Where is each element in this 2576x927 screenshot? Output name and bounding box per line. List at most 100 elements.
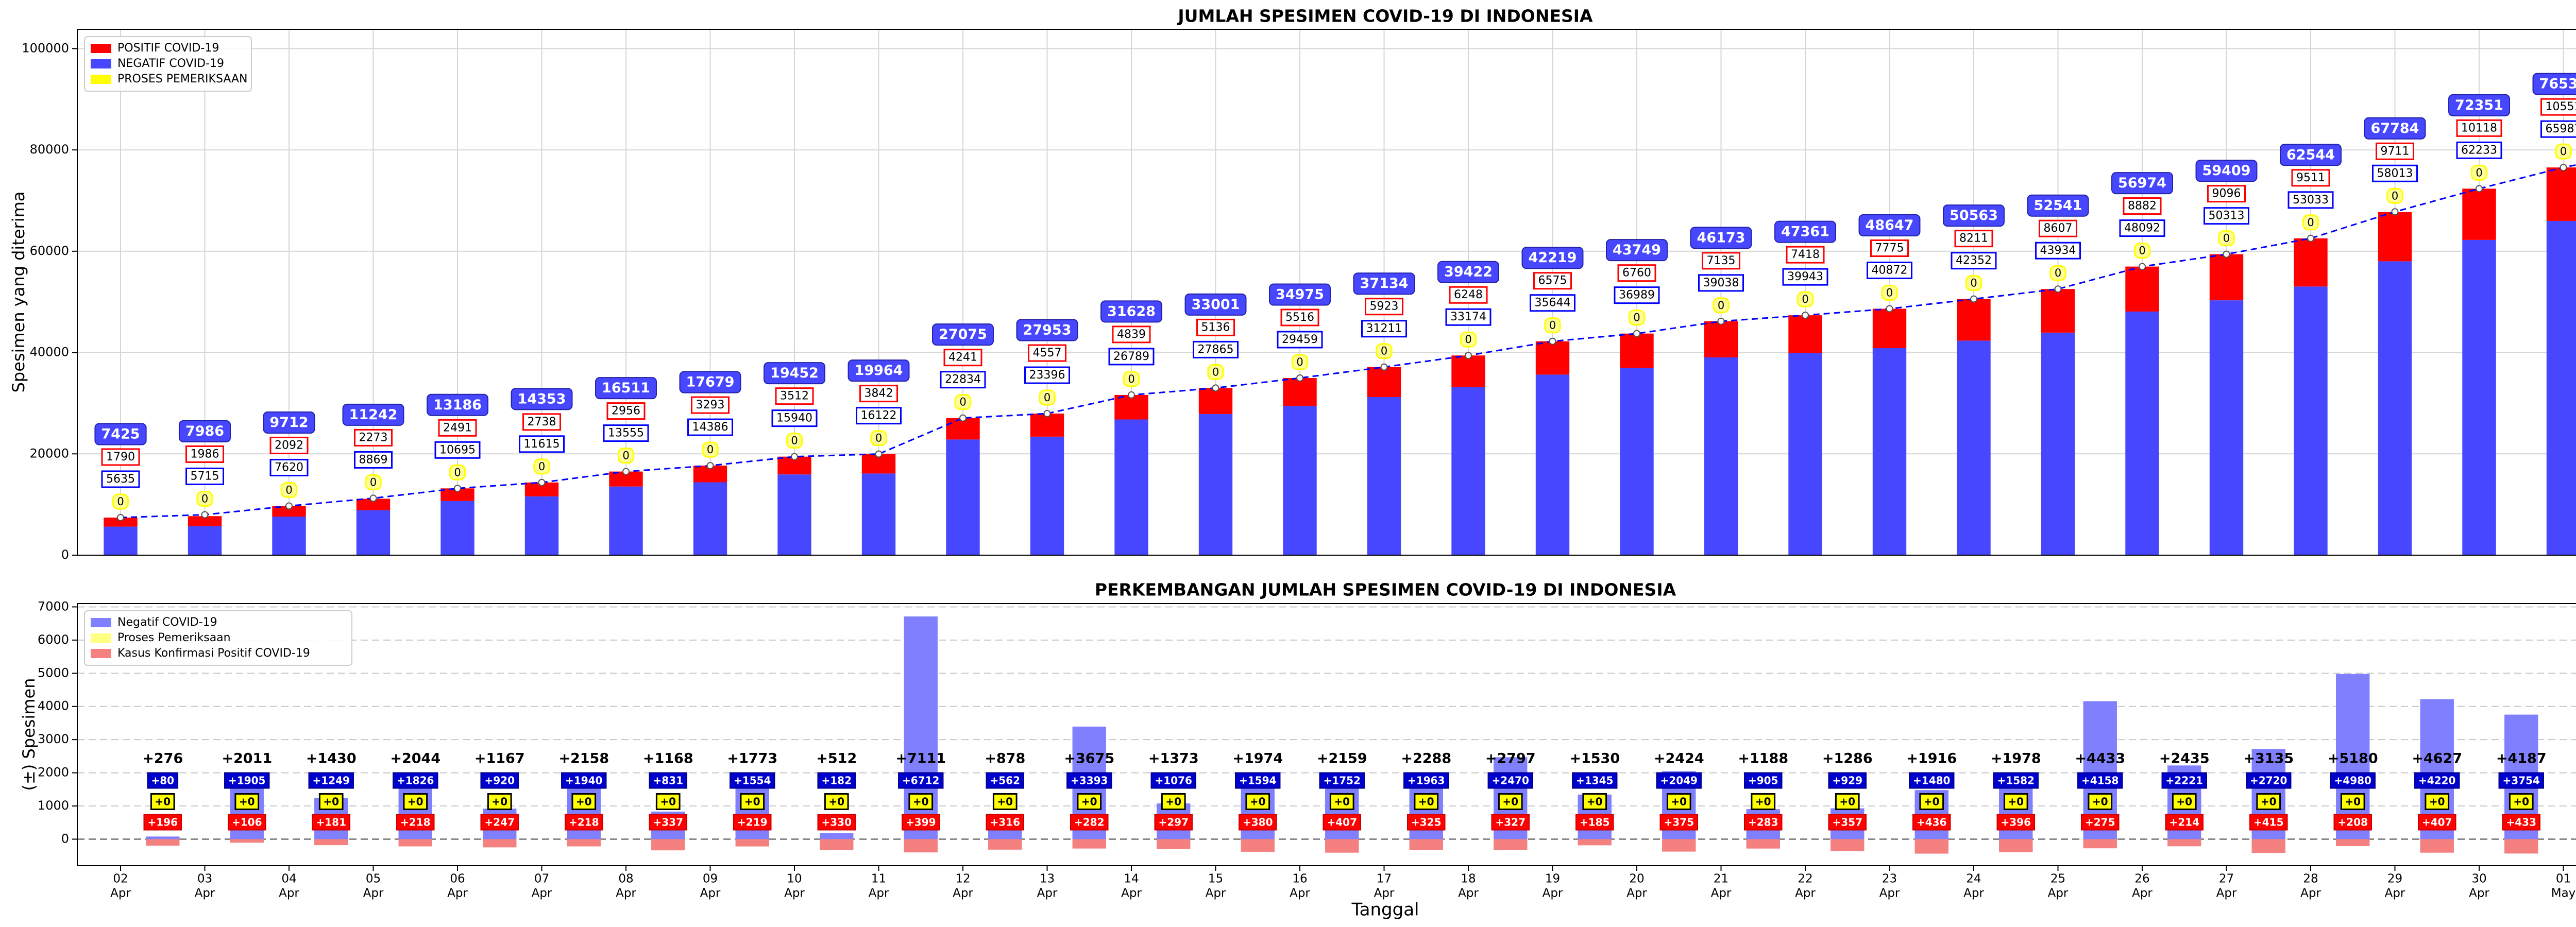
negatif-label: 65987 (2546, 123, 2576, 135)
bar (1662, 839, 1696, 852)
total-point (1043, 410, 1051, 418)
bar (146, 839, 180, 846)
bar (483, 839, 517, 848)
negatif-label: 48092 (2124, 222, 2160, 235)
positif-label-box (775, 387, 814, 405)
proses-label: +0 (744, 796, 760, 808)
total-label: +5180 (2328, 751, 2378, 767)
positif-label-box (691, 396, 730, 414)
total-label: +1530 (1569, 751, 1620, 767)
positif-label: +396 (2001, 816, 2031, 829)
total-point (2139, 263, 2146, 270)
positif-label: +219 (737, 816, 768, 829)
x-tick-label: 02 (113, 872, 128, 886)
bar (567, 839, 601, 847)
proses-label-box (1207, 364, 1224, 380)
total-label: +2797 (1485, 751, 1536, 767)
proses-label: +0 (1755, 796, 1771, 808)
bar (2546, 167, 2576, 221)
y-tick-label: 100000 (22, 41, 69, 55)
x-tick-label: 04 (281, 872, 296, 886)
legend-swatch (91, 44, 111, 53)
x-tick-label: 09 (703, 872, 718, 886)
total-point (1802, 312, 1809, 319)
positif-label: +283 (1748, 816, 1778, 829)
y-axis-label: Spesimen yang diterima (9, 192, 28, 393)
proses-label: +0 (2261, 796, 2277, 808)
negatif-label-box (224, 772, 270, 789)
positif-label-box (1196, 318, 1235, 336)
chart-title: JUMLAH SPESIMEN COVID-19 DI INDONESIA (1177, 6, 1593, 26)
positif-label-box (269, 436, 309, 454)
proses-label-box (1582, 793, 1607, 810)
proses-label: +0 (323, 796, 339, 808)
negatif-label: +4980 (2334, 775, 2371, 787)
negatif-label: +1249 (313, 775, 350, 787)
x-tick-label: Apr (1037, 887, 1058, 900)
total-label: 39422 (1444, 264, 1493, 280)
proses-label: 0 (875, 432, 882, 444)
positif-label-box (2080, 814, 2120, 831)
bar (2462, 188, 2496, 240)
proses-label: +0 (492, 796, 507, 808)
x-tick-label: Apr (2216, 887, 2237, 900)
positif-label: 8607 (2044, 222, 2073, 235)
positif-label: +357 (1832, 816, 1862, 829)
proses-label-box (2302, 214, 2319, 231)
total-label: 13186 (433, 397, 482, 413)
positif-label-box (1491, 814, 1530, 831)
positif-label-box (101, 448, 140, 466)
bar (188, 516, 222, 526)
bar (440, 501, 474, 555)
x-tick-label: Apr (363, 887, 384, 900)
negatif-label: +4158 (2081, 775, 2119, 787)
positif-label-box (143, 814, 182, 831)
positif-label: +399 (906, 816, 936, 829)
bar (988, 839, 1022, 850)
plot-frame (77, 29, 2576, 556)
proses-label-box (1713, 297, 1730, 314)
legend-frame (84, 610, 352, 666)
proses-label: +0 (155, 796, 171, 808)
negatif-label-box (269, 458, 309, 476)
bar (1578, 839, 1612, 846)
negatif-label-box (1614, 286, 1660, 304)
negatif-label-box (2161, 772, 2207, 789)
y-tick-label: 20000 (30, 446, 69, 460)
bar (2336, 674, 2370, 839)
x-tick-label: Apr (279, 887, 299, 900)
negatif-label: 29459 (1282, 333, 1318, 346)
negatif-label-box (1066, 772, 1112, 789)
proses-label-box (1376, 343, 1393, 359)
bar (272, 506, 306, 517)
x-tick-label: Apr (1458, 887, 1479, 900)
positif-label-box (1870, 239, 1909, 257)
proses-label: 0 (1970, 277, 1977, 289)
positif-label: 5516 (1285, 311, 1314, 324)
negatif-label: 13555 (608, 427, 644, 440)
y-tick-label: 80000 (30, 142, 69, 157)
bar (1620, 368, 1654, 555)
total-label: +4433 (2075, 751, 2125, 767)
negatif-label: +929 (1832, 775, 1862, 787)
total-label: +1978 (1991, 751, 2041, 767)
proses-label: 0 (1802, 293, 1808, 305)
positif-label-box (2376, 142, 2414, 160)
negatif-label-box (393, 772, 438, 789)
total-label: +2044 (390, 751, 440, 767)
negatif-label: 31211 (1366, 322, 1402, 335)
proses-label-box (1835, 793, 1860, 810)
plot-frame (77, 603, 2576, 866)
bar (2504, 839, 2538, 854)
proses-label-box (280, 482, 298, 498)
positif-label-box (185, 445, 224, 463)
negatif-label: +1905 (228, 775, 265, 787)
bar (1999, 839, 2033, 852)
negatif-label: +2470 (1492, 775, 1529, 787)
total-label: +2159 (1317, 751, 1367, 767)
y-tick-label: 4000 (38, 699, 69, 713)
positif-label-box (1154, 814, 1193, 831)
negatif-label: 15940 (776, 412, 812, 425)
positif-label: 1790 (106, 451, 135, 464)
positif-label-box (2291, 169, 2330, 187)
